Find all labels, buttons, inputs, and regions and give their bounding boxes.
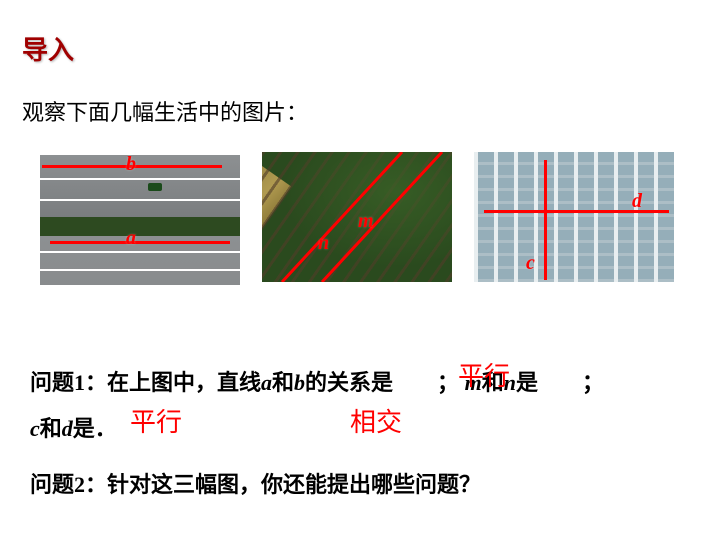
answer-1: 平行 xyxy=(458,356,510,393)
q1-rel: 的关系是 xyxy=(305,370,393,395)
label-a: a xyxy=(126,227,136,250)
q1-c: c xyxy=(30,416,40,441)
intro-text: 观察下面几幅生活中的图片： xyxy=(22,98,308,129)
image-railway: n m xyxy=(262,152,452,282)
title: 导入 xyxy=(22,30,74,67)
q1-is2: 是． xyxy=(73,416,117,441)
q1-semi: ； xyxy=(437,370,459,395)
q1-is: 是 xyxy=(516,370,538,395)
answer-2: 平行 xyxy=(130,402,182,439)
image-highway: b a xyxy=(40,155,240,285)
q1-a: a xyxy=(261,370,272,395)
q1-and3: 和 xyxy=(40,416,62,441)
q1-b: b xyxy=(294,370,305,395)
q1-and1: 和 xyxy=(272,370,294,395)
q1-d: d xyxy=(62,416,73,441)
label-d: d xyxy=(632,190,642,213)
label-c: c xyxy=(526,252,535,275)
q1-semi2: ； xyxy=(582,370,604,395)
answer-3: 相交 xyxy=(350,402,402,439)
q1-pre: 问题1：在上图中，直线 xyxy=(30,370,261,395)
label-b: b xyxy=(126,155,136,176)
image-building: d c xyxy=(474,152,674,282)
label-m: m xyxy=(358,210,374,233)
label-n: n xyxy=(318,232,329,255)
question-2: 问题2：针对这三幅图，你还能提出哪些问题？ xyxy=(30,470,481,501)
